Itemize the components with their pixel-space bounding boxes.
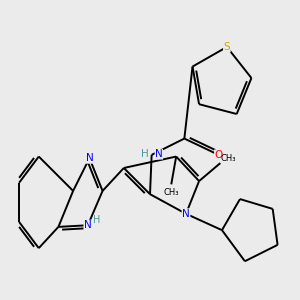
- Text: H: H: [141, 149, 148, 159]
- Text: H: H: [93, 215, 101, 225]
- Text: O: O: [214, 150, 223, 160]
- Text: N: N: [182, 209, 190, 219]
- Text: CH₃: CH₃: [221, 154, 236, 163]
- Text: CH₃: CH₃: [164, 188, 179, 197]
- Text: S: S: [224, 42, 230, 52]
- Text: N: N: [84, 220, 92, 230]
- Text: N: N: [85, 153, 93, 163]
- Text: N: N: [155, 149, 163, 159]
